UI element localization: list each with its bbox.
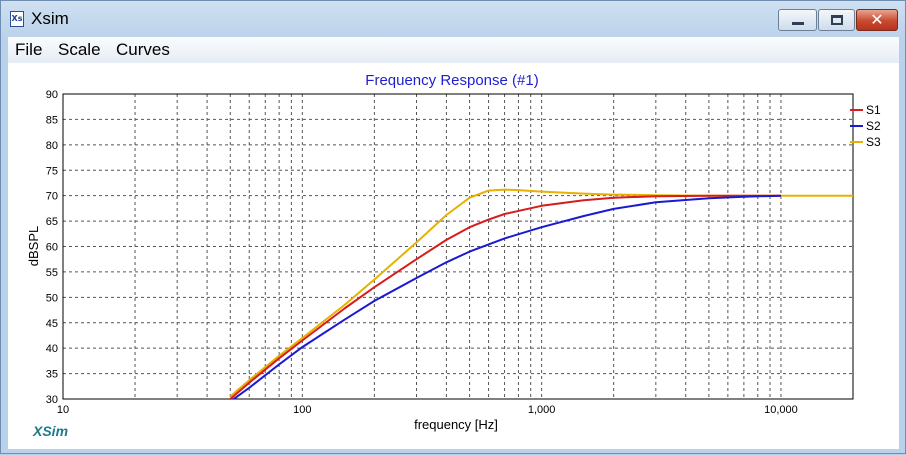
y-axis: 30 35 40 45 50 55 60 65 70 75 80 85 90 [46, 89, 58, 406]
legend-label-s3[interactable]: S3 [866, 135, 881, 149]
maximize-button[interactable] [818, 9, 855, 31]
x-axis-label: frequency [Hz] [414, 417, 498, 432]
y-tick-label: 50 [46, 292, 58, 304]
y-tick-label: 90 [46, 89, 58, 101]
menu-file[interactable]: File [15, 40, 43, 59]
window-title: Xsim [31, 9, 69, 28]
x-axis: 10 100 1,000 10,000 [57, 404, 798, 416]
y-tick-label: 45 [46, 318, 58, 330]
xsim-app-icon[interactable]: Xs [10, 11, 24, 27]
grid [63, 94, 853, 399]
menu-curves[interactable]: Curves [116, 40, 170, 59]
chart-area [8, 63, 899, 449]
menu-scale[interactable]: Scale [58, 40, 101, 59]
y-tick-label: 55 [46, 267, 58, 279]
close-icon: ✕ [870, 10, 884, 29]
series-line-s1 [229, 194, 781, 399]
y-axis-label: dBSPL [26, 226, 41, 266]
y-tick-label: 65 [46, 216, 58, 228]
y-tick-label: 70 [46, 191, 58, 203]
x-tick-label: 100 [293, 404, 311, 416]
chart-title: Frequency Response (#1) [365, 72, 538, 89]
y-tick-label: 80 [46, 140, 58, 152]
xsim-brand-label: XSim [33, 423, 69, 439]
x-tick-label: 1,000 [528, 404, 556, 416]
legend[interactable]: S1 S2 S3 [850, 103, 881, 149]
title-bar[interactable]: Xs Xsim ✕ [1, 1, 905, 37]
y-tick-label: 40 [46, 343, 58, 355]
maximize-icon [831, 15, 843, 25]
menu-bar: File Scale Curves [8, 37, 899, 63]
legend-label-s1[interactable]: S1 [866, 103, 881, 117]
series-lines [229, 188, 853, 399]
y-tick-label: 30 [46, 394, 58, 406]
x-tick-label: 10 [57, 404, 69, 416]
y-tick-label: 75 [46, 165, 58, 177]
legend-label-s2[interactable]: S2 [866, 119, 881, 133]
series-line-s2 [232, 194, 782, 399]
y-tick-label: 60 [46, 242, 58, 254]
close-button[interactable]: ✕ [856, 9, 898, 31]
y-tick-label: 85 [46, 114, 58, 126]
minimize-button[interactable] [778, 9, 817, 31]
minimize-icon [792, 22, 804, 25]
x-tick-label: 10,000 [764, 404, 798, 416]
y-tick-label: 35 [46, 369, 58, 381]
plot-frame [62, 93, 854, 400]
